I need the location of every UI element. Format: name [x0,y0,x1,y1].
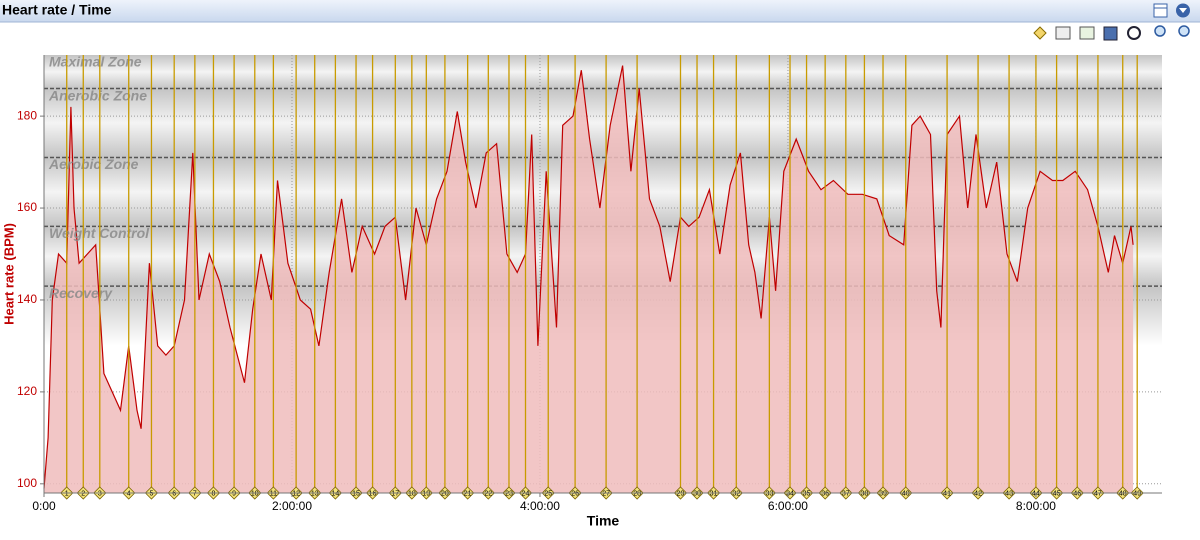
lap-label: 40 [902,490,910,497]
y-tick-label: 160 [17,200,37,214]
lap-label: 14 [331,490,339,497]
y-axis-label: Heart rate (BPM) [1,223,16,325]
lap-label: 38 [861,490,869,497]
lap-label: 30 [693,490,701,497]
zone-band [44,55,1162,89]
x-tick-label: 8:00:00 [1016,499,1056,513]
settings-button[interactable] [1127,26,1141,40]
lap-label: 28 [633,490,641,497]
title-bar [0,0,1200,22]
laps-button[interactable] [1033,26,1047,40]
lap-label: 13 [311,490,319,497]
area [44,65,1134,493]
y-tick-label: 180 [17,108,37,122]
lap-label: 39 [879,490,887,497]
panel-title: Heart rate / Time [2,2,112,18]
zoom-out-button[interactable] [1154,25,1166,37]
lap-label: 11 [270,490,277,497]
lap-label: 41 [943,490,951,497]
lap-label: 9 [232,490,236,497]
lap-label: 4 [127,490,131,497]
lap-label: 22 [484,490,492,497]
lap-label: 2 [81,490,85,497]
lap-label: 25 [544,490,552,497]
lap-label: 19 [422,490,430,497]
zoom-in-button[interactable] [1178,25,1190,37]
lap-label: 36 [821,490,829,497]
lap-label: 32 [732,490,740,497]
lap-label: 20 [441,490,449,497]
lap-label: 8 [212,490,216,497]
lap-label: 33 [765,490,773,497]
lap-label: 49 [1133,490,1141,497]
x-axis-label: Time [587,513,620,529]
lap-label: 34 [786,490,794,497]
zone-band [44,88,1162,158]
lap-label: 7 [193,490,197,497]
zone-label: Recovery [49,285,113,301]
layout-button[interactable] [1153,3,1168,18]
x-tick-label: 0:00 [32,499,56,513]
line [43,65,1134,489]
lap-label: 26 [571,490,579,497]
lap-label: 12 [292,490,300,497]
zone-label: Aerobic Zone [48,156,139,172]
lap-label: 45 [1053,490,1061,497]
lap-label: 23 [505,490,513,497]
lap-label: 18 [408,490,416,497]
zone-label: Anerobic Zone [48,87,147,103]
lap-label: 35 [803,490,811,497]
y-tick-label: 100 [17,476,37,490]
x-tick-label: 6:00:00 [768,499,808,513]
lap-label: 1 [65,490,69,497]
table-button[interactable] [1055,26,1071,40]
lap-label: 10 [251,490,259,497]
lap-label: 31 [710,490,718,497]
icon-arrow [1179,8,1187,13]
toolbar[interactable] [1033,25,1190,41]
save-button[interactable] [1103,26,1118,41]
lap-label: 16 [369,490,377,497]
x-tick-label: 2:00:00 [272,499,312,513]
chart-button[interactable] [1079,26,1095,40]
lap-label: 3 [98,490,102,497]
lap-label: 29 [677,490,685,497]
lap-label: 21 [464,490,472,497]
lap-label: 6 [172,490,176,497]
lap-label: 5 [150,490,154,497]
zone-label: Maximal Zone [49,54,142,70]
lap-label: 47 [1094,490,1102,497]
y-tick-label: 120 [17,384,37,398]
lap-label: 17 [391,490,399,497]
lap-label: 48 [1119,490,1127,497]
lap-label: 15 [352,490,360,497]
y-tick-label: 140 [17,292,37,306]
lap-label: 27 [602,490,610,497]
lap-label: 42 [974,490,982,497]
panel-buttons[interactable] [1153,3,1190,18]
lap-label: 43 [1005,490,1013,497]
lap-label: 24 [522,490,530,497]
lap-label: 46 [1073,490,1081,497]
x-tick-label: 4:00:00 [520,499,560,513]
lap-label: 37 [842,490,850,497]
